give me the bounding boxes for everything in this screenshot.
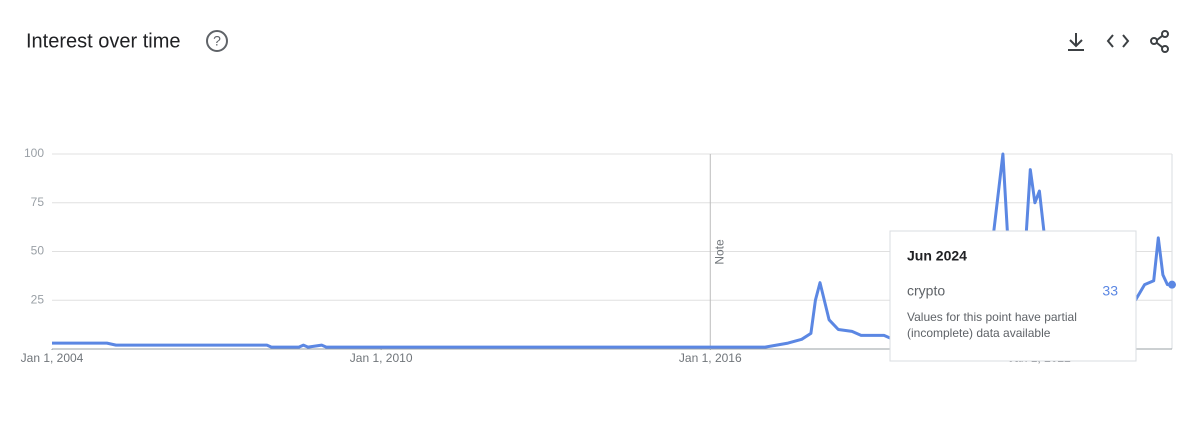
download-icon[interactable] (1068, 33, 1084, 51)
tooltip-note-box: Values for this point have partial (inco… (907, 310, 1077, 340)
y-tick-label: 50 (31, 244, 45, 258)
share-icon[interactable] (1150, 30, 1169, 53)
tooltip-note: Values for this point have partial (inco… (907, 310, 1077, 340)
note-label: Note (712, 239, 726, 265)
tooltip-title: Jun 2024 (907, 248, 967, 264)
y-tick-label: 75 (31, 195, 45, 209)
help-icon[interactable]: ? (206, 30, 228, 52)
tooltip-box (889, 230, 1137, 362)
tooltip-series: crypto (907, 283, 945, 299)
embed-icon[interactable] (1106, 34, 1130, 48)
x-tick-label: Jan 1, 2016 (679, 351, 742, 365)
y-tick-label: 25 (31, 292, 45, 306)
x-tick-label: Jan 1, 2010 (350, 351, 413, 365)
svg-text:?: ? (213, 33, 221, 49)
y-tick-label: 100 (24, 146, 44, 160)
tooltip-value: 33 (1102, 283, 1118, 299)
tooltip: Jun 2024 crypto 33 Values for this point… (889, 230, 1137, 362)
chart-title: Interest over time (26, 30, 181, 52)
x-tick-label: Jan 1, 2004 (21, 351, 84, 365)
hover-point (1168, 280, 1176, 289)
